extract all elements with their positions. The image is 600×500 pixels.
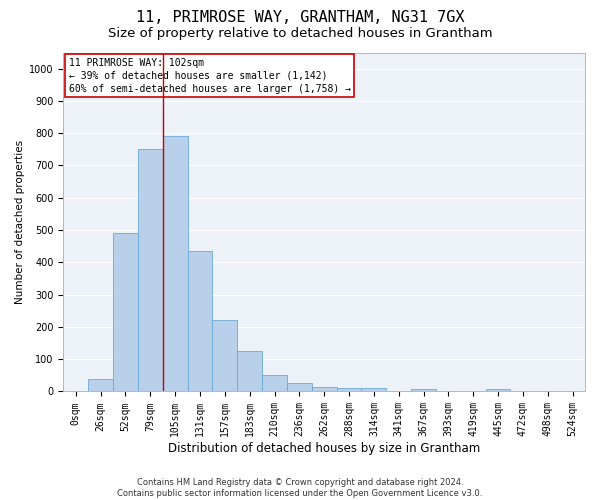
Bar xyxy=(361,388,386,392)
Bar xyxy=(138,150,163,392)
Bar xyxy=(337,388,361,392)
Bar xyxy=(212,320,237,392)
Bar xyxy=(113,234,138,392)
Bar xyxy=(163,136,188,392)
Bar xyxy=(287,384,312,392)
Bar xyxy=(262,376,287,392)
Bar xyxy=(188,251,212,392)
Bar xyxy=(88,378,113,392)
Text: 11, PRIMROSE WAY, GRANTHAM, NG31 7GX: 11, PRIMROSE WAY, GRANTHAM, NG31 7GX xyxy=(136,10,464,25)
Bar xyxy=(237,351,262,392)
X-axis label: Distribution of detached houses by size in Grantham: Distribution of detached houses by size … xyxy=(168,442,481,455)
Bar xyxy=(411,389,436,392)
Y-axis label: Number of detached properties: Number of detached properties xyxy=(15,140,25,304)
Text: 11 PRIMROSE WAY: 102sqm
← 39% of detached houses are smaller (1,142)
60% of semi: 11 PRIMROSE WAY: 102sqm ← 39% of detache… xyxy=(68,58,350,94)
Bar xyxy=(312,386,337,392)
Bar xyxy=(485,389,511,392)
Text: Contains HM Land Registry data © Crown copyright and database right 2024.
Contai: Contains HM Land Registry data © Crown c… xyxy=(118,478,482,498)
Text: Size of property relative to detached houses in Grantham: Size of property relative to detached ho… xyxy=(107,28,493,40)
